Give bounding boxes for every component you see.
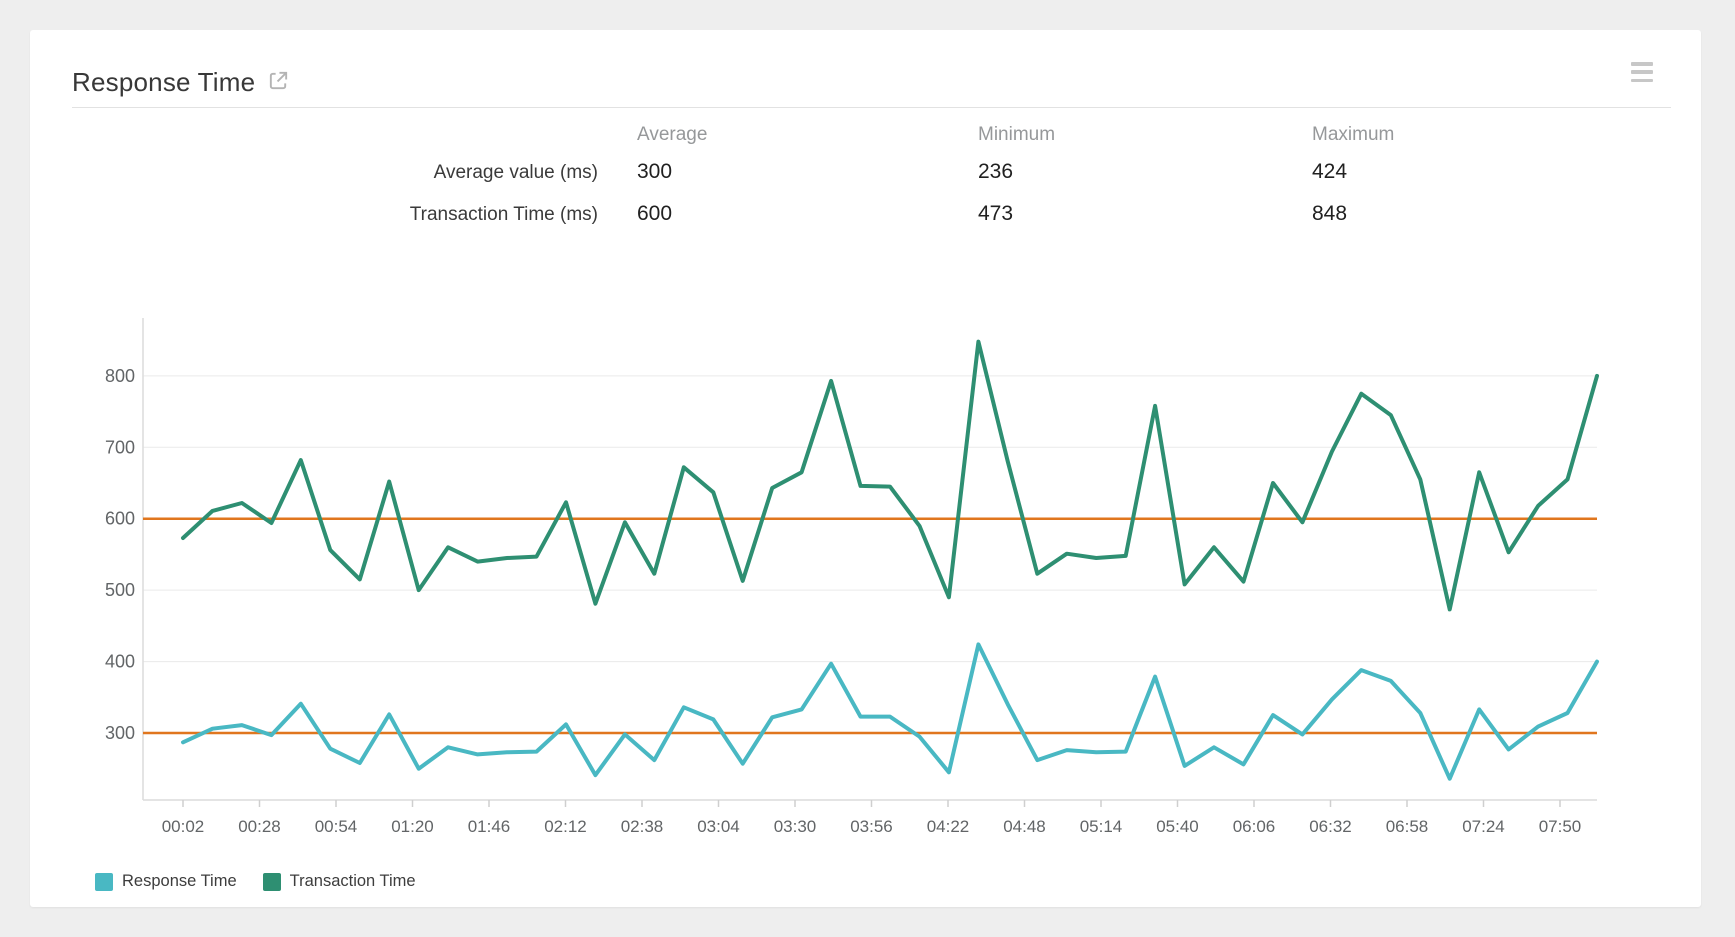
external-link-icon[interactable] <box>267 68 290 99</box>
svg-text:04:22: 04:22 <box>927 817 970 836</box>
svg-text:00:28: 00:28 <box>238 817 281 836</box>
svg-text:03:56: 03:56 <box>850 817 893 836</box>
legend-item-transaction-time[interactable]: Transaction Time <box>262 872 416 891</box>
column-header-minimum: Minimum <box>978 124 1056 145</box>
svg-text:02:38: 02:38 <box>621 817 664 836</box>
line-chart: 300 400 500 600 700 800 00:02 00:28 00:54 01:20 01… <box>80 300 1620 845</box>
widget-header: Response Time <box>72 66 290 99</box>
svg-text:03:04: 03:04 <box>697 817 740 836</box>
hamburger-menu-icon[interactable] <box>1631 62 1653 82</box>
column-header-average: Average <box>637 124 708 145</box>
svg-text:03:30: 03:30 <box>774 817 817 836</box>
svg-text:07:24: 07:24 <box>1462 817 1505 836</box>
row-label-average-value: Average value (ms) <box>433 162 598 183</box>
avg-value-minimum: 236 <box>978 160 1014 183</box>
legend-item-response-time[interactable]: Response Time <box>95 872 237 891</box>
response-time-widget: Response Time Average Minimum Maximum Av… <box>30 30 1701 907</box>
svg-text:01:20: 01:20 <box>391 817 434 836</box>
svg-text:07:50: 07:50 <box>1539 817 1582 836</box>
svg-text:600: 600 <box>105 509 135 529</box>
svg-text:01:46: 01:46 <box>468 817 511 836</box>
avg-value-average: 300 <box>637 160 673 183</box>
svg-text:700: 700 <box>105 437 135 457</box>
chart-canvas: 300 400 500 600 700 800 00:02 00:28 00:54 01:20 01… <box>105 318 1599 836</box>
svg-text:500: 500 <box>105 580 135 600</box>
svg-text:06:06: 06:06 <box>1233 817 1276 836</box>
svg-text:05:40: 05:40 <box>1156 817 1199 836</box>
svg-text:300: 300 <box>105 723 135 743</box>
transaction-time-swatch-icon <box>262 872 281 891</box>
svg-text:00:02: 00:02 <box>162 817 205 836</box>
svg-text:800: 800 <box>105 366 135 386</box>
row-label-transaction-time: Transaction Time (ms) <box>409 204 598 225</box>
svg-text:00:54: 00:54 <box>315 817 358 836</box>
chart-legend: Response Time Transaction Time <box>95 872 416 891</box>
svg-text:06:32: 06:32 <box>1309 817 1352 836</box>
txn-value-average: 600 <box>637 202 673 225</box>
legend-label: Response Time <box>122 872 237 890</box>
legend-label: Transaction Time <box>289 872 416 890</box>
page-title: Response Time <box>72 67 256 97</box>
svg-text:02:12: 02:12 <box>544 817 587 836</box>
svg-text:05:14: 05:14 <box>1080 817 1123 836</box>
svg-text:04:48: 04:48 <box>1003 817 1046 836</box>
svg-text:400: 400 <box>105 652 135 672</box>
txn-value-maximum: 848 <box>1312 202 1348 225</box>
column-header-maximum: Maximum <box>1312 124 1395 145</box>
response-time-swatch-icon <box>95 872 113 891</box>
txn-value-minimum: 473 <box>978 202 1014 225</box>
header-divider <box>72 107 1671 108</box>
svg-text:06:58: 06:58 <box>1386 817 1429 836</box>
avg-value-maximum: 424 <box>1312 160 1348 183</box>
